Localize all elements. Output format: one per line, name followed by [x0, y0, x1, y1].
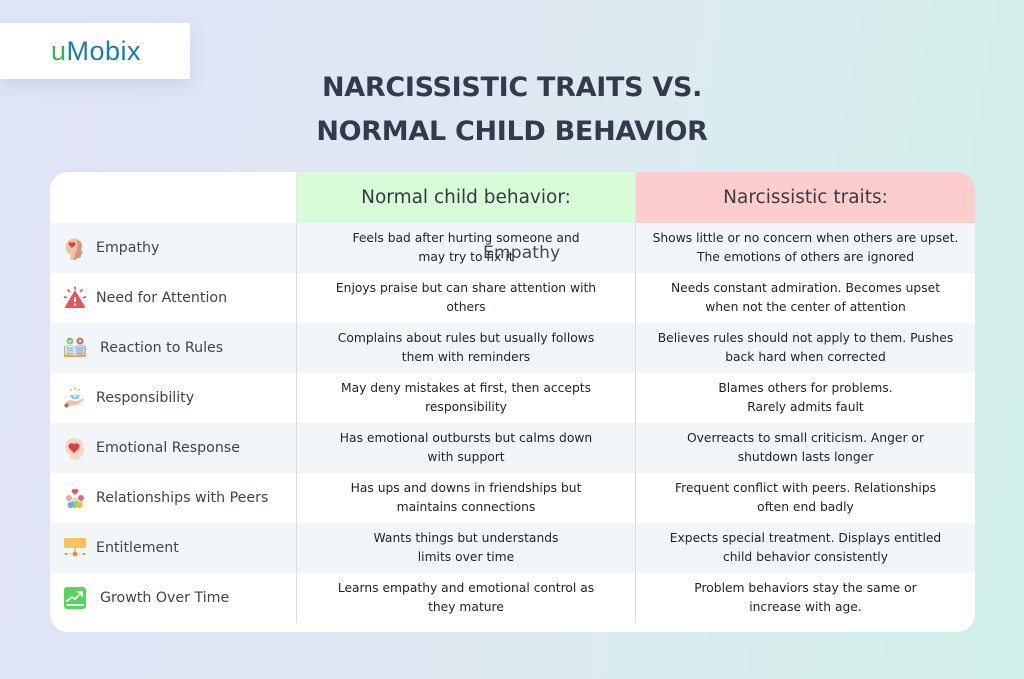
header-blank	[50, 172, 296, 223]
trait-cell: Need for Attention	[50, 273, 296, 323]
table-header-row: Normal child behavior: Narcissistic trai…	[50, 172, 975, 223]
table-row: Entitlement Wants things but understands…	[50, 523, 975, 573]
table-row: Reaction to Rules Complains about rules …	[50, 323, 975, 373]
trait-label: Entitlement	[96, 540, 179, 556]
comparison-table: Normal child behavior: Narcissistic trai…	[50, 172, 975, 632]
trait-label: Relationships with Peers	[96, 490, 269, 506]
people-group-icon	[62, 485, 88, 511]
narcissistic-trait-cell: Frequent conflict with peers. Relationsh…	[635, 473, 975, 523]
narcissistic-trait-cell: Believes rules should not apply to them.…	[635, 323, 975, 373]
trait-label: Emotional Response	[96, 440, 240, 456]
hand-giving-icon	[62, 385, 88, 411]
head-heart-icon	[62, 235, 88, 261]
rulebook-icon	[62, 335, 88, 361]
trait-label: Reaction to Rules	[100, 340, 224, 356]
table-row: Relationships with Peers Has ups and dow…	[50, 473, 975, 523]
trait-cell: Entitlement	[50, 523, 296, 573]
narcissistic-trait-cell: Overreacts to small criticism. Anger or …	[635, 423, 975, 473]
logo-card: uMobix	[0, 23, 190, 79]
narcissistic-trait-cell: Shows little or no concern when others a…	[635, 223, 975, 273]
narcissistic-trait-cell: Needs constant admiration. Becomes upset…	[635, 273, 975, 323]
title-line-2: NORMAL CHILD BEHAVIOR	[316, 116, 708, 147]
trait-label: Empathy	[96, 240, 160, 256]
growth-chart-icon	[62, 585, 88, 611]
page-title: NARCISSISTIC TRAITS VS. NORMAL CHILD BEH…	[0, 66, 1024, 154]
trait-cell: Emotional Response	[50, 423, 296, 473]
trait-cell: Responsibility	[50, 373, 296, 423]
normal-behavior-cell: Enjoys praise but can share attention wi…	[296, 273, 635, 323]
normal-behavior-cell: Wants things but understands limits over…	[296, 523, 635, 573]
alert-triangle-icon	[62, 285, 88, 311]
normal-behavior-cell: Has ups and downs in friendships but mai…	[296, 473, 635, 523]
table-row: Growth Over Time Learns empathy and emot…	[50, 573, 975, 623]
trait-cell: Reaction to Rules	[50, 323, 296, 373]
umobix-logo[interactable]: uMobix	[50, 35, 142, 66]
hierarchy-icon	[62, 535, 88, 561]
header-narcissistic-traits: Narcissistic traits:	[635, 172, 975, 223]
narcissistic-trait-cell: Blames others for problems. Rarely admit…	[635, 373, 975, 423]
table-row: Emotional Response Has emotional outburs…	[50, 423, 975, 473]
trait-label: Growth Over Time	[100, 590, 230, 606]
normal-behavior-cell: Feels bad after hurting someone and may …	[296, 223, 635, 273]
trait-cell: Empathy	[50, 223, 296, 273]
narcissistic-trait-cell: Problem behaviors stay the same or incre…	[635, 573, 975, 623]
head-heart-icon	[62, 435, 88, 461]
normal-behavior-cell: May deny mistakes at first, then accepts…	[296, 373, 635, 423]
header-normal-child-behavior: Normal child behavior:	[296, 172, 635, 223]
title-line-1: NARCISSISTIC TRAITS VS.	[321, 72, 703, 103]
normal-behavior-cell: Complains about rules but usually follow…	[296, 323, 635, 373]
table-row: Responsibility May deny mistakes at firs…	[50, 373, 975, 423]
trait-cell: Relationships with Peers	[50, 473, 296, 523]
normal-behavior-cell: Has emotional outbursts but calms down w…	[296, 423, 635, 473]
normal-behavior-cell: Learns empathy and emotional control as …	[296, 573, 635, 623]
trait-cell: Growth Over Time	[50, 573, 296, 623]
trait-label: Responsibility	[96, 390, 195, 406]
table-row: Need for Attention Enjoys praise but can…	[50, 273, 975, 323]
narcissistic-trait-cell: Expects special treatment. Displays enti…	[635, 523, 975, 573]
trait-label: Need for Attention	[96, 290, 228, 306]
table-row: Empathy Feels bad after hurting someone …	[50, 223, 975, 273]
